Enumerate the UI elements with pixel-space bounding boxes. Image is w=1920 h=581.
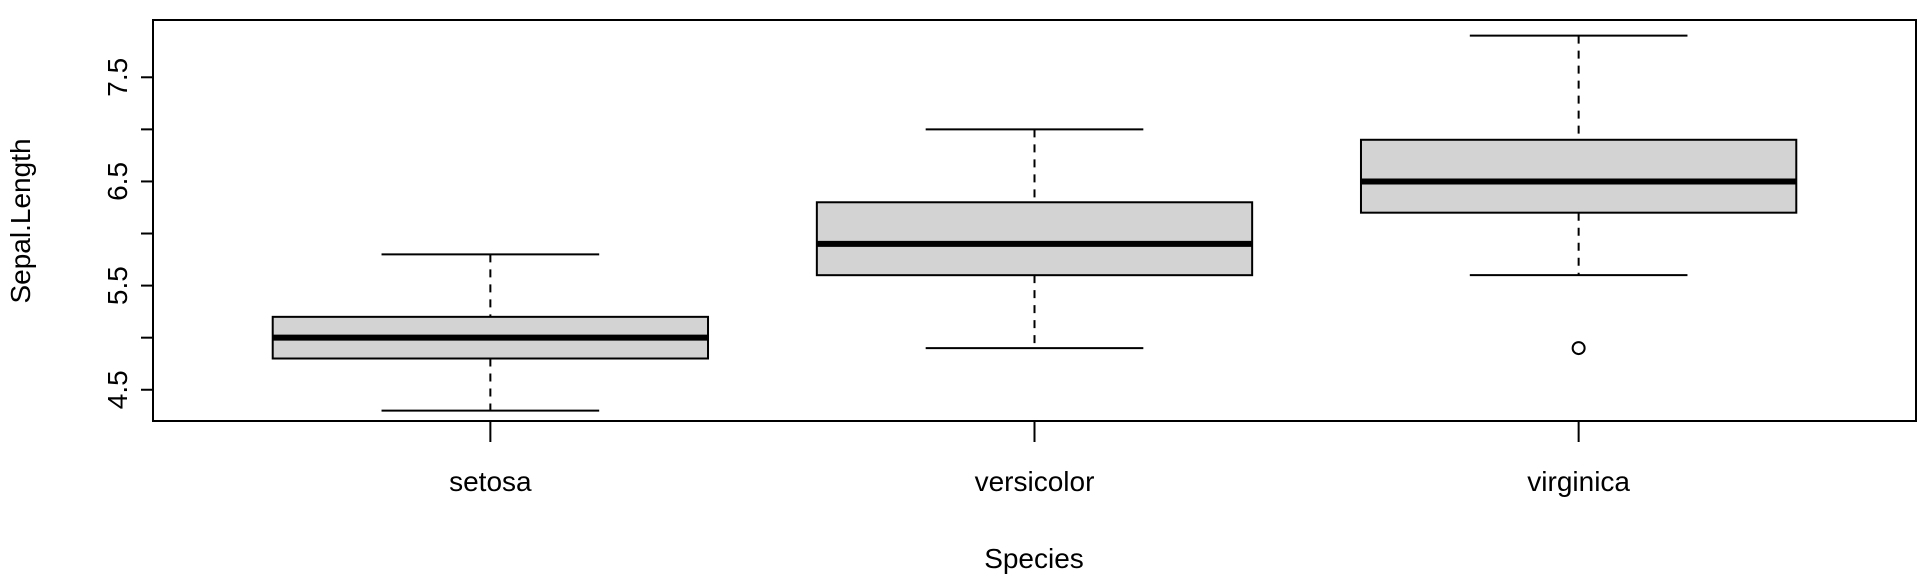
y-tick-label: 4.5 [102, 370, 133, 409]
y-tick-label: 6.5 [102, 162, 133, 201]
x-tick-label: versicolor [975, 466, 1095, 497]
box-virginica [1359, 34, 1798, 356]
y-axis-title: Sepal.Length [5, 138, 36, 303]
box-iqr [1359, 138, 1798, 214]
box-versicolor [815, 128, 1254, 350]
x-axis: setosa versicolor virginica [449, 421, 1630, 497]
outlier-point [1571, 341, 1586, 356]
x-tick-label: setosa [449, 466, 532, 497]
x-tick-label: virginica [1527, 466, 1630, 497]
box-setosa [271, 253, 710, 412]
boxes-group [271, 34, 1798, 412]
x-axis-title: Species [984, 543, 1084, 574]
y-tick-label: 5.5 [102, 266, 133, 305]
y-axis: 4.5 5.5 6.5 7.5 [102, 58, 154, 409]
y-tick-label: 7.5 [102, 58, 133, 97]
box-iqr [815, 201, 1254, 277]
